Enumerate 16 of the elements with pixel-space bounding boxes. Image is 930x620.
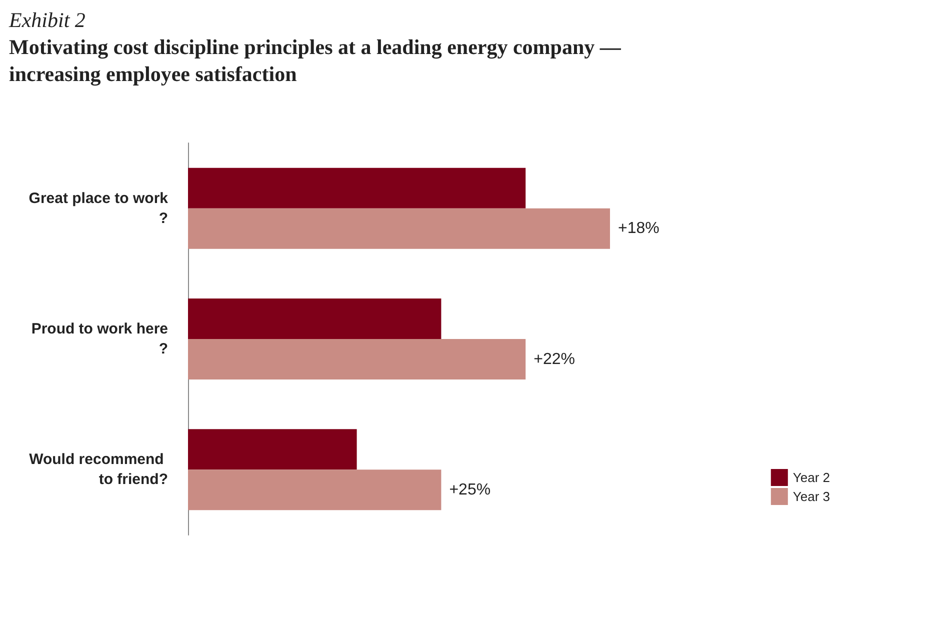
y-tick-label: Great place to work? [28,190,169,227]
bar [188,339,526,380]
bar [188,429,357,470]
chart-title: Motivating cost discipline principles at a leading energy company — increasing employee satisfaction [9,34,622,88]
bar [188,470,442,510]
y-tick-label: Would recommend to friend? [29,451,168,488]
legend-label: Year 3 [792,489,830,504]
y-tick-label: Proud to work here? [31,320,168,358]
annotation: +22% [534,350,575,368]
chart-subtitle: Exhibit 2 [9,8,86,33]
annotation: +18% [618,220,660,238]
annotation: +25% [449,481,491,498]
bar [188,208,610,249]
bar [188,298,442,339]
bar [188,168,526,208]
legend-label: Year 2 [792,470,830,485]
